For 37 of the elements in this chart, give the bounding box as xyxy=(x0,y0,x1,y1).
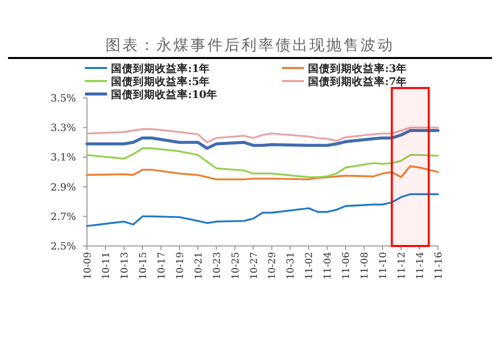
x-tick-label: 10-19 xyxy=(174,252,186,280)
x-tick-label: 10-09 xyxy=(82,252,94,280)
line-series xyxy=(86,193,439,227)
x-tick-label: 10-29 xyxy=(267,252,278,280)
x-tick-label: 10-13 xyxy=(119,252,130,280)
line-series xyxy=(86,129,440,150)
x-tick-label: 10-31 xyxy=(286,252,297,280)
x-tick-label: 10-11 xyxy=(100,252,112,280)
x-tick-label: 11-06 xyxy=(341,252,352,280)
line-series xyxy=(86,126,439,144)
line-series xyxy=(86,165,439,180)
legend-label: 国债到期收益率:5年 xyxy=(111,75,210,88)
legend-label: 国债到期收益率:3年 xyxy=(308,62,408,75)
x-tick-label: 11-12 xyxy=(396,252,408,280)
legend-label: 国债到期收益率:10年 xyxy=(111,88,218,101)
legend-label: 国债到期收益率:7年 xyxy=(308,75,408,88)
x-tick-label: 10-23 xyxy=(212,252,223,280)
x-tick-label: 10-25 xyxy=(230,252,242,280)
y-tick-label: 2.9% xyxy=(50,182,76,194)
y-tick-label: 2.5% xyxy=(50,242,76,252)
x-tick-label: 11-08 xyxy=(360,252,371,280)
chart-title: 图表：永煤事件后利率债出现抛售波动 xyxy=(106,36,394,54)
x-tick-label: 11-02 xyxy=(304,252,316,280)
x-tick-label: 11-10 xyxy=(378,252,390,280)
x-tick-label: 10-15 xyxy=(138,252,149,280)
y-tick-label: 3.3% xyxy=(50,123,76,134)
line-series xyxy=(86,147,439,178)
x-tick-label: 11-04 xyxy=(322,252,334,280)
y-tick-label: 3.5% xyxy=(50,94,76,104)
x-tick-label: 11-14 xyxy=(415,252,426,280)
x-tick-label: 10-21 xyxy=(193,252,204,280)
x-tick-label: 11-16 xyxy=(434,252,444,280)
legend-label: 国债到期收益率:1年 xyxy=(111,62,210,75)
y-tick-label: 3.1% xyxy=(50,152,76,164)
x-tick-label: 10-27 xyxy=(248,252,260,280)
x-tick-label: 10-17 xyxy=(156,252,168,280)
y-tick-label: 2.7% xyxy=(50,212,76,223)
